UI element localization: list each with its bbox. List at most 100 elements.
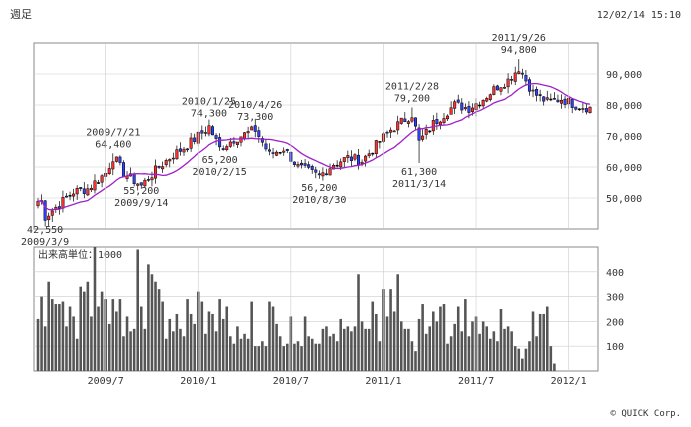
candle-body: [86, 188, 90, 196]
candle-body: [431, 120, 435, 132]
candle-body: [75, 187, 79, 195]
volume-bar: [172, 331, 175, 371]
candle-body: [211, 126, 214, 136]
volume-bar: [446, 343, 449, 371]
candle-body: [189, 137, 193, 149]
annotation-text: 2010/1/25: [182, 97, 236, 108]
candle-body: [574, 106, 578, 110]
price-tick-label: 90,000: [606, 70, 642, 81]
annotation-text: 55,200: [123, 186, 159, 197]
volume-bar: [503, 328, 506, 371]
volume-bar: [510, 331, 513, 371]
price-y-axis: 50,000 60,000 70,000 80,000 90,000: [606, 70, 642, 205]
x-tick-label: 2010/7: [273, 376, 309, 387]
candle-body: [520, 72, 524, 75]
volume-bar: [132, 328, 136, 371]
candle-body: [114, 156, 118, 162]
candle-body: [584, 108, 588, 113]
volume-bar: [310, 338, 314, 371]
volume-bar: [136, 249, 139, 371]
volume-bar: [538, 313, 542, 371]
volume-bar: [189, 313, 193, 371]
candle-body: [403, 118, 407, 123]
volume-bar: [545, 306, 549, 371]
volume-bar: [517, 348, 521, 371]
candle-body: [107, 168, 111, 174]
annotation-text: 2011/3/14: [392, 179, 446, 190]
candle-body: [235, 141, 239, 145]
volume-bar: [278, 336, 282, 371]
candle-body: [342, 157, 346, 162]
volume-bar: [225, 306, 229, 371]
candle-body: [588, 106, 592, 114]
candle-body: [324, 173, 328, 176]
x-tick-label: 2010/1: [180, 376, 216, 387]
annotation-text: 74,300: [191, 109, 227, 120]
x-tick-label: 2012/1: [551, 376, 587, 387]
volume-bar: [489, 338, 492, 371]
price-tick-label: 70,000: [606, 132, 642, 143]
candle-body: [121, 162, 125, 178]
annotation-text: 65,200: [202, 155, 238, 166]
volume-bar: [467, 336, 471, 371]
volume-bar: [428, 326, 432, 371]
candle-body: [182, 148, 186, 153]
volume-bar: [286, 343, 289, 371]
volume-bar: [460, 331, 464, 371]
annotation-text: 56,200: [301, 183, 337, 194]
volume-bar: [54, 304, 58, 371]
volume-bar: [243, 333, 246, 371]
volume-bar: [300, 346, 303, 371]
volume-bar: [111, 299, 115, 371]
volume-bar: [439, 306, 442, 371]
candle-body: [239, 136, 243, 143]
candle-body: [510, 79, 514, 81]
candle-body: [207, 125, 211, 135]
candle-body: [232, 141, 236, 144]
candle-body: [410, 117, 414, 122]
volume-bar: [43, 326, 47, 371]
annotation-text: 2011/2/28: [385, 81, 439, 92]
volume-bar: [157, 289, 161, 371]
volume-bar: [147, 264, 150, 371]
candle-body: [164, 160, 168, 166]
x-tick-label: 2011/7: [458, 376, 494, 387]
volume-bar: [492, 331, 496, 371]
volume-bar: [186, 299, 189, 371]
candle-body: [260, 138, 264, 143]
candle-body: [495, 85, 499, 91]
volume-bar: [50, 299, 54, 371]
annotation-text: 79,200: [394, 93, 430, 104]
candle-body: [292, 161, 296, 165]
volume-bar: [396, 274, 399, 371]
candle-body: [47, 215, 51, 221]
volume-bar: [524, 348, 528, 371]
volume-bar: [282, 346, 286, 371]
volume-bar: [485, 326, 489, 371]
candle-body: [446, 115, 450, 120]
candle-body: [456, 99, 460, 103]
candle-body: [453, 101, 457, 109]
candle-body: [392, 130, 396, 133]
candle-body: [82, 188, 86, 194]
volume-bar: [68, 306, 72, 371]
candle-body: [36, 200, 40, 207]
volume-bar: [264, 346, 268, 371]
candle-body: [349, 156, 353, 162]
candle-body: [406, 121, 410, 124]
candle-body: [253, 125, 257, 132]
volume-bar: [115, 311, 118, 371]
volume-bar: [268, 301, 271, 371]
candle-body: [570, 99, 574, 108]
volume-bar: [211, 313, 214, 371]
volume-tick-label: 400: [606, 268, 624, 279]
volume-bar: [239, 338, 243, 371]
candle-body: [524, 75, 528, 82]
